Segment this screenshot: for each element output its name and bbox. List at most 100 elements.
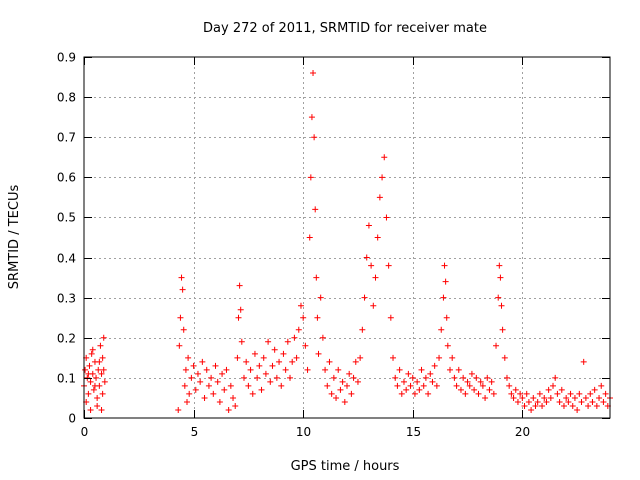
data-point: [407, 382, 414, 389]
data-point: [235, 314, 242, 321]
data-point: [232, 402, 239, 409]
data-point: [348, 390, 355, 397]
data-point: [287, 374, 294, 381]
data-point: [440, 294, 447, 301]
data-point: [525, 398, 532, 405]
data-point: [429, 378, 436, 385]
data-point: [427, 370, 434, 377]
y-tick-label: 0.1: [57, 372, 76, 386]
data-point: [317, 294, 324, 301]
data-point: [185, 354, 192, 361]
x-tick-label: 20: [515, 425, 530, 439]
data-point: [350, 374, 357, 381]
data-point: [87, 406, 94, 413]
data-point: [394, 382, 401, 389]
data-point: [94, 402, 101, 409]
data-point: [379, 174, 386, 181]
data-point: [243, 358, 250, 365]
data-point: [300, 314, 307, 321]
data-point: [280, 350, 287, 357]
data-point: [550, 382, 557, 389]
data-point: [180, 326, 187, 333]
data-point: [184, 398, 191, 405]
data-point: [330, 374, 337, 381]
data-point: [98, 406, 105, 413]
data-point: [212, 362, 219, 369]
data-point: [482, 394, 489, 401]
data-point: [177, 314, 184, 321]
data-point: [225, 406, 232, 413]
data-point: [319, 334, 326, 341]
data-point: [530, 394, 537, 401]
data-point: [99, 354, 106, 361]
data-point: [295, 326, 302, 333]
data-point: [346, 370, 353, 377]
data-point: [310, 70, 317, 77]
data-point: [86, 362, 93, 369]
data-point: [181, 382, 188, 389]
data-point: [501, 354, 508, 361]
data-point: [178, 274, 185, 281]
data-point: [312, 206, 319, 213]
data-point: [499, 326, 506, 333]
data-point: [90, 386, 97, 393]
data-point: [91, 382, 98, 389]
data-point: [593, 402, 600, 409]
data-point: [282, 366, 289, 373]
data-point: [381, 154, 388, 161]
data-point: [175, 406, 182, 413]
data-point: [528, 406, 535, 413]
data-point: [344, 382, 350, 389]
data-point: [441, 262, 448, 269]
data-point: [431, 362, 438, 369]
data-point: [449, 354, 456, 361]
data-point: [365, 222, 372, 229]
data-point: [307, 174, 314, 181]
data-point: [403, 386, 410, 393]
data-point: [324, 382, 331, 389]
data-point: [203, 366, 210, 373]
plot-frame: [83, 56, 611, 419]
data-point: [256, 362, 263, 369]
data-point: [493, 342, 500, 349]
data-point: [473, 374, 480, 381]
data-point: [179, 286, 186, 293]
data-point: [442, 278, 449, 285]
data-point: [534, 398, 541, 405]
data-point: [254, 374, 261, 381]
data-point: [260, 354, 267, 361]
data-point: [418, 366, 425, 373]
data-point: [354, 378, 361, 385]
data-point: [262, 370, 269, 377]
data-point: [199, 358, 206, 365]
data-point: [352, 358, 359, 365]
data-point: [176, 342, 183, 349]
data-point: [400, 378, 407, 385]
data-point: [512, 386, 519, 393]
data-point: [433, 382, 440, 389]
data-point: [249, 390, 256, 397]
data-point: [306, 234, 313, 241]
data-point: [556, 398, 563, 405]
y-tick-label: 0.5: [57, 211, 76, 225]
data-point: [201, 394, 208, 401]
data-point: [85, 370, 92, 377]
data-point: [453, 382, 460, 389]
data-point: [293, 354, 300, 361]
y-axis-label: SRMTID / TECUs: [7, 185, 22, 290]
data-point: [240, 374, 247, 381]
data-point: [314, 314, 321, 321]
data-point: [267, 378, 274, 385]
data-point: [536, 390, 543, 397]
data-point: [479, 382, 486, 389]
data-point: [304, 366, 311, 373]
data-point: [357, 354, 364, 361]
data-point: [519, 394, 526, 401]
data-point: [219, 370, 226, 377]
data-point: [99, 390, 106, 397]
data-point: [315, 350, 322, 357]
data-point: [457, 386, 464, 393]
data-point: [190, 362, 197, 369]
x-tick-label: 5: [191, 425, 199, 439]
